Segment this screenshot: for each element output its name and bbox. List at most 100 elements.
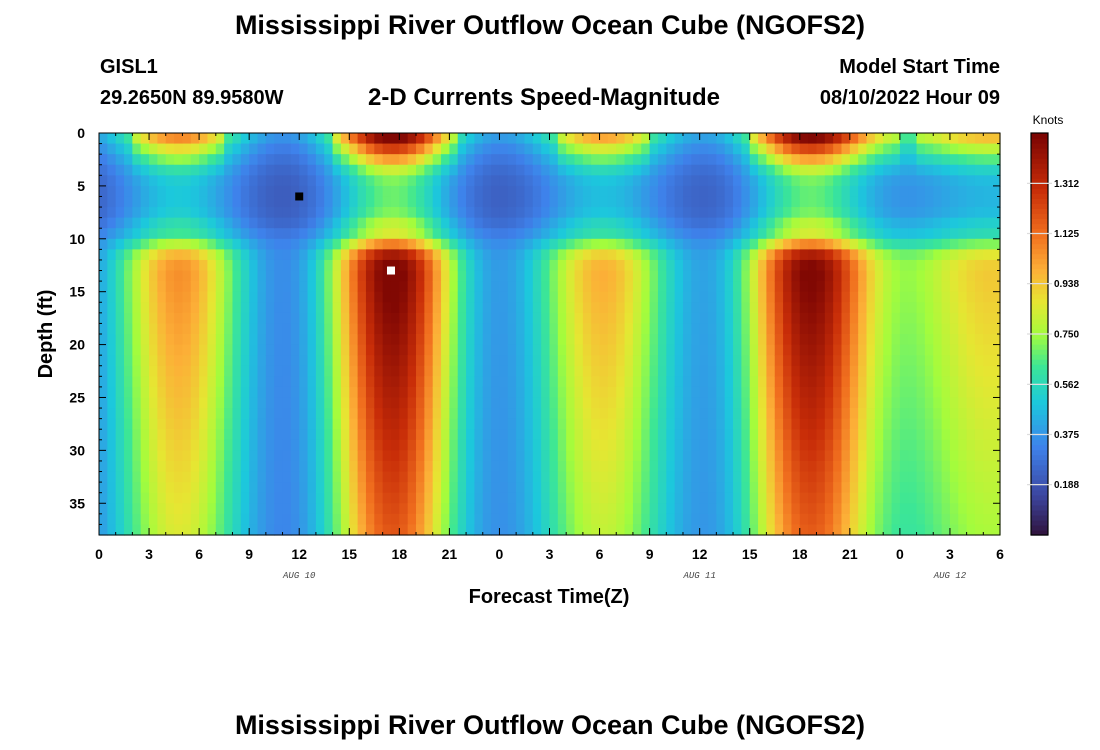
heatmap-cell xyxy=(799,196,809,208)
heatmap-cell xyxy=(591,450,601,462)
heatmap-cell xyxy=(549,207,559,219)
heatmap-cell xyxy=(641,334,651,346)
heatmap-cell xyxy=(574,386,584,399)
heatmap-cell xyxy=(115,143,125,155)
heatmap-cell xyxy=(232,524,242,536)
colorbar-segment xyxy=(1031,313,1048,320)
heatmap-cell xyxy=(716,524,726,536)
heatmap-cell xyxy=(432,439,442,451)
heatmap-cell xyxy=(624,524,634,536)
heatmap-cell xyxy=(441,164,450,176)
heatmap-cell xyxy=(974,207,984,219)
heatmap-cell xyxy=(774,503,784,515)
heatmap-cell xyxy=(157,460,167,473)
heatmap-cell xyxy=(290,302,300,314)
heatmap-cell xyxy=(249,344,259,356)
heatmap-cell xyxy=(783,249,793,261)
heatmap-cell xyxy=(207,429,217,441)
heatmap-cell xyxy=(674,259,684,272)
heatmap-cell xyxy=(741,376,751,388)
heatmap-cell xyxy=(257,185,267,198)
heatmap-cell xyxy=(115,185,125,198)
heatmap-cell xyxy=(991,429,1001,441)
heatmap-cell xyxy=(674,281,684,293)
heatmap-cell xyxy=(949,196,959,208)
heatmap-cell xyxy=(858,418,868,430)
heatmap-cell xyxy=(491,334,501,346)
heatmap-cell xyxy=(908,429,918,441)
heatmap-cell xyxy=(99,334,108,346)
heatmap-cell xyxy=(791,281,801,293)
heatmap-cell xyxy=(591,281,601,293)
heatmap-cell xyxy=(949,503,959,515)
heatmap-cell xyxy=(449,450,459,462)
heatmap-cell xyxy=(816,439,826,451)
heatmap-cell xyxy=(491,397,501,409)
heatmap-cell xyxy=(891,450,901,462)
heatmap-cell xyxy=(749,154,759,166)
heatmap-cell xyxy=(641,228,651,240)
heatmap-cell xyxy=(599,397,609,409)
heatmap-cell xyxy=(657,503,667,515)
heatmap-cell xyxy=(240,439,250,451)
heatmap-cell xyxy=(791,323,801,335)
heatmap-cell xyxy=(441,386,450,399)
heatmap-cell xyxy=(958,249,968,261)
heatmap-cell xyxy=(557,133,567,145)
heatmap-cell xyxy=(332,217,342,229)
heatmap-cell xyxy=(549,513,559,526)
heatmap-cell xyxy=(232,429,242,441)
heatmap-cell xyxy=(399,302,409,314)
heatmap-cell xyxy=(315,524,325,536)
heatmap-cell xyxy=(733,524,742,536)
heatmap-cell xyxy=(749,408,759,420)
colorbar-segment xyxy=(1031,399,1048,405)
heatmap-cell xyxy=(916,429,926,441)
heatmap-cell xyxy=(799,175,809,187)
heatmap-cell xyxy=(407,175,417,187)
heatmap-cell xyxy=(491,207,501,219)
heatmap-cell xyxy=(374,450,384,462)
heatmap-cell xyxy=(390,302,400,314)
heatmap-cell xyxy=(708,355,717,367)
heatmap-cell xyxy=(541,418,551,430)
heatmap-cell xyxy=(766,217,776,229)
heatmap-cell xyxy=(749,471,759,483)
heatmap-cell xyxy=(624,302,634,314)
heatmap-cell xyxy=(966,429,976,441)
heatmap-cell xyxy=(132,429,142,441)
heatmap-cell xyxy=(841,492,851,504)
heatmap-cell xyxy=(599,365,609,377)
heatmap-cell xyxy=(783,503,793,515)
heatmap-cell xyxy=(449,439,459,451)
heatmap-cell xyxy=(315,291,325,303)
heatmap-cell xyxy=(699,196,709,208)
heatmap-cell xyxy=(691,228,701,240)
heatmap-cell xyxy=(616,408,626,420)
heatmap-cell xyxy=(432,450,442,462)
heatmap-cell xyxy=(691,408,701,420)
heatmap-cell xyxy=(441,270,450,282)
heatmap-cell xyxy=(282,133,292,145)
heatmap-cell xyxy=(99,323,108,335)
heatmap-cell xyxy=(424,408,434,420)
heatmap-cell xyxy=(516,460,526,473)
heatmap-cell xyxy=(307,133,317,145)
heatmap-cell xyxy=(966,133,976,145)
heatmap-cell xyxy=(666,164,676,176)
heatmap-cell xyxy=(641,154,651,166)
heatmap-cell xyxy=(908,238,918,250)
heatmap-cell xyxy=(315,376,325,388)
heatmap-cell xyxy=(332,291,342,303)
heatmap-cell xyxy=(99,228,108,240)
heatmap-cell xyxy=(624,133,634,145)
heatmap-cell xyxy=(382,524,392,536)
heatmap-cell xyxy=(382,397,392,409)
heatmap-cell xyxy=(332,249,342,261)
heatmap-cell xyxy=(466,344,476,356)
heatmap-cell xyxy=(908,207,918,219)
heatmap-cell xyxy=(349,524,359,536)
heatmap-cell xyxy=(716,386,726,399)
heatmap-cell xyxy=(566,450,576,462)
heatmap-cell xyxy=(699,503,709,515)
